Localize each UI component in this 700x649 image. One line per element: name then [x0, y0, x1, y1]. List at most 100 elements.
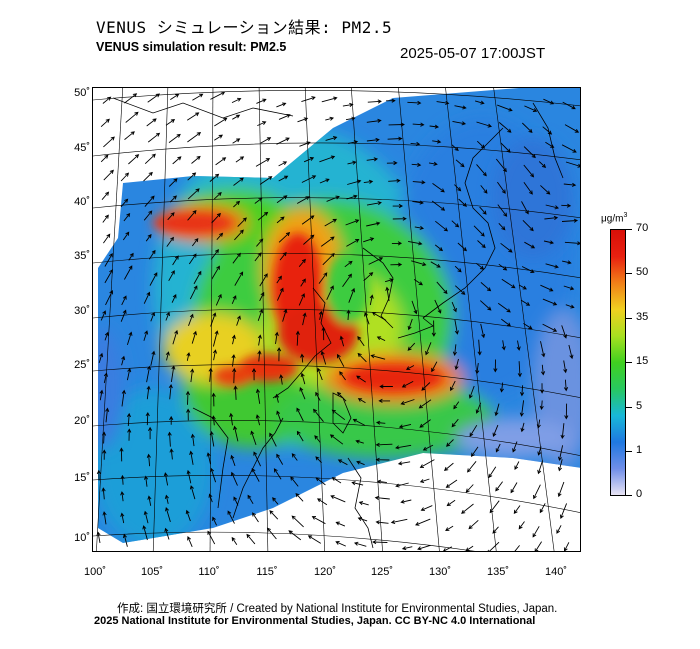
wind-arrow [212, 516, 218, 526]
wind-arrow [296, 196, 310, 204]
wind-arrow [563, 379, 569, 392]
wind-arrow [501, 318, 512, 327]
wind-arrow [211, 212, 221, 224]
wind-arrow [124, 265, 133, 280]
wind-arrow [126, 331, 133, 346]
wind-arrow [326, 285, 334, 300]
wind-arrow [499, 382, 504, 393]
wind-arrow [476, 262, 485, 270]
wind-arrow [164, 527, 170, 540]
wind-arrow [295, 330, 300, 346]
wind-arrow [545, 141, 555, 148]
wind-arrow [96, 469, 101, 481]
wind-arrow [474, 100, 485, 105]
wind-arrow [480, 282, 492, 292]
wind-arrow [395, 482, 409, 488]
wind-arrow [452, 120, 467, 126]
wind-arrow [430, 261, 441, 268]
wind-arrow [419, 419, 431, 428]
colorbar-label-15: 15 [636, 355, 649, 367]
wind-arrow [357, 336, 365, 347]
wind-arrow [564, 124, 580, 133]
wind-arrow [419, 478, 430, 484]
wind-arrow [302, 312, 307, 326]
wind-arrow [347, 179, 362, 185]
wind-arrow [296, 430, 304, 442]
wind-arrow [210, 467, 217, 483]
wind-arrow [314, 435, 321, 443]
wind-arrow [523, 146, 536, 159]
lat-label-45: 45˚ [74, 142, 90, 154]
wind-arrow [301, 215, 315, 225]
wind-arrow [185, 390, 191, 405]
wind-arrow [398, 423, 412, 429]
wind-arrow [213, 191, 222, 200]
wind-arrow [300, 372, 306, 385]
wind-arrow [445, 525, 454, 531]
wind-arrow [477, 339, 482, 356]
wind-arrow [278, 161, 288, 167]
wind-arrow [232, 138, 241, 144]
wind-arrow [257, 121, 267, 127]
wind-arrow [335, 541, 346, 547]
wind-arrow [492, 526, 499, 534]
wind-arrow [537, 446, 542, 456]
wind-arrow [366, 137, 380, 142]
wind-arrow [411, 300, 418, 315]
graticule [93, 88, 580, 551]
wind-arrow [443, 546, 453, 551]
lon-label-140: 140˚ [544, 566, 568, 578]
wind-arrow [352, 418, 366, 426]
wind-arrow [120, 491, 125, 502]
wind-arrow [189, 485, 196, 500]
wind-arrow [434, 299, 442, 314]
wind-arrow [500, 242, 513, 253]
wind-arrow [121, 295, 127, 306]
wind-arrow [366, 157, 379, 162]
lat-label-20: 20˚ [74, 415, 90, 427]
wind-arrow [104, 331, 109, 341]
wind-arrow [259, 273, 268, 287]
wind-arrow [317, 367, 323, 381]
wind-arrow [251, 467, 260, 482]
wind-arrow [257, 334, 262, 346]
wind-arrow [119, 447, 124, 462]
wind-arrow [210, 249, 219, 260]
wind-arrow [356, 460, 365, 466]
wind-arrow [386, 160, 398, 166]
wind-arrow [498, 263, 508, 271]
wind-arrow [120, 309, 127, 322]
wind-arrow [256, 98, 267, 104]
wind-arrow [395, 444, 412, 450]
wind-arrow [121, 389, 126, 407]
wind-arrow [104, 252, 113, 267]
wind-arrow [191, 237, 199, 247]
wind-arrow [103, 372, 108, 384]
wind-arrow [366, 118, 382, 123]
wind-arrow [300, 278, 306, 287]
wind-arrow [234, 229, 244, 241]
wind-arrow [562, 101, 576, 110]
wind-arrow [375, 520, 389, 525]
wind-arrow [128, 252, 134, 261]
wind-arrow [193, 270, 202, 285]
wind-arrow [319, 155, 336, 163]
wind-arrow [272, 497, 279, 505]
wind-arrow [517, 361, 522, 378]
wind-arrow [420, 505, 433, 512]
wind-arrow [211, 265, 220, 280]
wind-arrow [357, 517, 368, 522]
wind-arrow [147, 132, 161, 143]
wind-arrow [337, 459, 348, 466]
wind-arrow [186, 408, 191, 421]
wind-arrow [540, 364, 546, 376]
colorbar-tick [626, 229, 632, 230]
wind-arrow [446, 499, 456, 507]
wind-arrow [458, 198, 467, 207]
wind-arrow [536, 419, 541, 429]
lat-label-25: 25˚ [74, 359, 90, 371]
wind-arrow [375, 457, 390, 462]
wind-arrow [401, 381, 414, 388]
colorbar-label-1: 1 [636, 444, 643, 456]
wind-arrow [232, 367, 237, 384]
